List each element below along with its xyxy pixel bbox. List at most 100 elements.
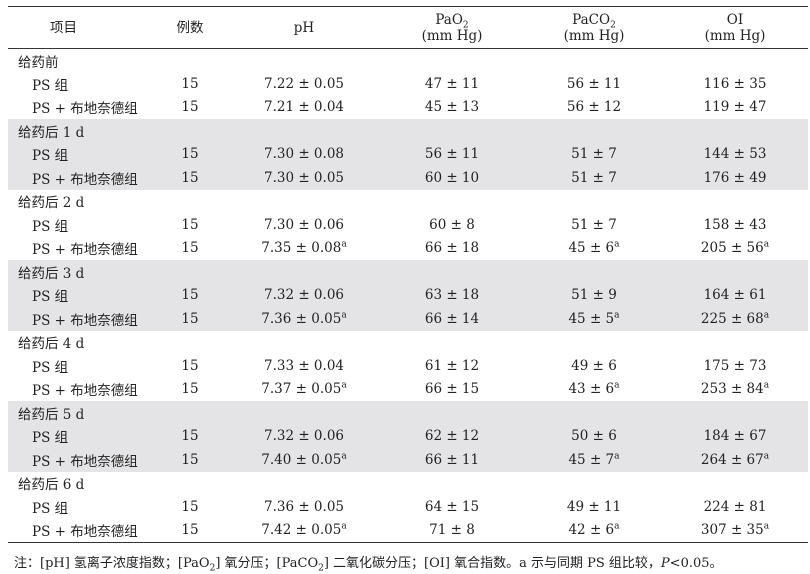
oi-cell-value: 225 ± 68 bbox=[700, 310, 764, 327]
ph-cell-value: 7.32 ± 0.06 bbox=[263, 428, 344, 445]
group-cell: PS 组 bbox=[8, 424, 150, 448]
group-cell: PS + 布地奈德组 bbox=[8, 519, 150, 543]
group-cell-value: PS 组 bbox=[32, 500, 69, 517]
pao2-cell: 71 ± 8 bbox=[378, 519, 526, 543]
paco2-cell-value: 45 ± 7 bbox=[568, 451, 615, 468]
paco2-cell: 56 ± 11 bbox=[526, 72, 662, 96]
group-cell-value: PS 组 bbox=[32, 289, 69, 306]
n-cell-value: 15 bbox=[181, 381, 199, 398]
section-title: 给药后 2 d bbox=[18, 195, 85, 212]
n-cell: 15 bbox=[150, 237, 230, 261]
ph-cell: 7.21 ± 0.04 bbox=[230, 96, 378, 120]
n-cell-value: 15 bbox=[181, 99, 199, 116]
ph-cell-value: 7.37 ± 0.05 bbox=[261, 381, 342, 398]
n-cell-value: 15 bbox=[181, 428, 199, 445]
header-oi: OI (mm Hg) bbox=[662, 7, 808, 49]
group-cell: PS + 布地奈德组 bbox=[8, 96, 150, 120]
header-pao2: PaO2 (mm Hg) bbox=[378, 7, 526, 49]
significance-mark: a bbox=[614, 239, 620, 250]
oi-cell-value: 264 ± 67 bbox=[700, 451, 764, 468]
oi-cell: 116 ± 35 bbox=[662, 72, 808, 96]
pao2-cell-value: 47 ± 11 bbox=[424, 75, 480, 92]
table-row: PS + 布地奈德组 15 7.42 ± 0.05a 71 ± 8 42 ± 6a 307… bbox=[8, 519, 808, 543]
header-pao2-label: PaO bbox=[435, 11, 463, 28]
pao2-cell: 56 ± 11 bbox=[378, 142, 526, 166]
ph-cell: 7.36 ± 0.05a bbox=[230, 307, 378, 331]
group-cell: PS + 布地奈德组 bbox=[8, 166, 150, 190]
pao2-cell-value: 64 ± 15 bbox=[424, 498, 480, 515]
table-row: PS + 布地奈德组 15 7.37 ± 0.05a 66 ± 15 43 ± 6a 25… bbox=[8, 378, 808, 402]
section-row: 给药后 5 d bbox=[8, 401, 808, 425]
paco2-cell-value: 56 ± 12 bbox=[566, 99, 622, 116]
oi-cell-value: 119 ± 47 bbox=[703, 99, 767, 116]
header-pao2-unit: (mm Hg) bbox=[421, 27, 483, 44]
oi-cell-value: 176 ± 49 bbox=[703, 169, 767, 186]
ph-cell: 7.30 ± 0.06 bbox=[230, 213, 378, 237]
n-cell-value: 15 bbox=[181, 287, 199, 304]
significance-mark: a bbox=[614, 310, 620, 321]
ph-cell: 7.37 ± 0.05a bbox=[230, 378, 378, 402]
pao2-cell-value: 56 ± 11 bbox=[424, 146, 480, 163]
pao2-cell: 66 ± 11 bbox=[378, 448, 526, 472]
paco2-cell: 43 ± 6a bbox=[526, 378, 662, 402]
oi-cell: 307 ± 35a bbox=[662, 519, 808, 543]
oi-cell: 158 ± 43 bbox=[662, 213, 808, 237]
ph-cell-value: 7.32 ± 0.06 bbox=[263, 287, 344, 304]
section-row: 给药后 4 d bbox=[8, 331, 808, 355]
section-title: 给药后 4 d bbox=[18, 336, 85, 353]
paco2-cell: 45 ± 6a bbox=[526, 237, 662, 261]
n-cell: 15 bbox=[150, 96, 230, 120]
data-table: 项目 例数 pH PaO2 (mm Hg) PaCO2 (mm Hg) OI (… bbox=[8, 6, 808, 543]
pao2-cell: 60 ± 8 bbox=[378, 213, 526, 237]
footnote-prefix: 注：[pH] 氢离子浓度指数；[PaO bbox=[14, 556, 210, 571]
footnote-suffix: <0.05。 bbox=[669, 556, 723, 571]
pao2-cell: 63 ± 18 bbox=[378, 283, 526, 307]
significance-mark: a bbox=[763, 451, 770, 462]
n-cell: 15 bbox=[150, 378, 230, 402]
n-cell-value: 15 bbox=[181, 146, 199, 163]
oi-cell-value: 164 ± 61 bbox=[703, 287, 767, 304]
significance-mark: a bbox=[763, 521, 770, 532]
ph-cell-value: 7.22 ± 0.05 bbox=[263, 75, 344, 92]
oi-cell: 205 ± 56a bbox=[662, 237, 808, 261]
group-cell: PS 组 bbox=[8, 142, 150, 166]
paco2-cell: 56 ± 12 bbox=[526, 96, 662, 120]
oi-cell: 175 ± 73 bbox=[662, 354, 808, 378]
ph-cell-value: 7.35 ± 0.08 bbox=[261, 240, 342, 257]
ph-cell: 7.32 ± 0.06 bbox=[230, 283, 378, 307]
n-cell-value: 15 bbox=[181, 169, 199, 186]
section-title: 给药后 5 d bbox=[8, 401, 808, 425]
group-cell-value: PS + 布地奈德组 bbox=[32, 101, 138, 118]
ph-cell: 7.22 ± 0.05 bbox=[230, 72, 378, 96]
section-title: 给药后 3 d bbox=[8, 260, 808, 284]
paco2-cell: 51 ± 9 bbox=[526, 283, 662, 307]
paco2-cell-value: 51 ± 7 bbox=[571, 216, 617, 233]
group-cell: PS 组 bbox=[8, 72, 150, 96]
pao2-cell-value: 63 ± 18 bbox=[424, 287, 480, 304]
group-cell: PS 组 bbox=[8, 283, 150, 307]
group-cell-value: PS 组 bbox=[32, 359, 69, 376]
ph-cell: 7.33 ± 0.04 bbox=[230, 354, 378, 378]
paco2-cell: 42 ± 6a bbox=[526, 519, 662, 543]
footnote-p-italic: P bbox=[660, 556, 670, 571]
n-cell: 15 bbox=[150, 354, 230, 378]
table-row: PS 组 15 7.30 ± 0.06 60 ± 8 51 ± 7 158 ± 43 bbox=[8, 213, 808, 237]
pao2-cell-value: 60 ± 10 bbox=[424, 169, 480, 186]
section-row: 给药前 bbox=[8, 49, 808, 73]
n-cell-value: 15 bbox=[181, 216, 199, 233]
header-paco2-unit: (mm Hg) bbox=[563, 27, 625, 44]
footnote-subscript-1: 2 bbox=[209, 563, 216, 574]
paco2-cell: 51 ± 7 bbox=[526, 142, 662, 166]
header-pao2-subscript: 2 bbox=[462, 20, 469, 31]
group-cell: PS 组 bbox=[8, 495, 150, 519]
ph-cell-value: 7.40 ± 0.05 bbox=[261, 451, 342, 468]
oi-cell-value: 144 ± 53 bbox=[703, 146, 767, 163]
group-cell: PS 组 bbox=[8, 213, 150, 237]
ph-cell-value: 7.33 ± 0.04 bbox=[263, 357, 344, 374]
n-cell-value: 15 bbox=[181, 310, 199, 327]
table-row: PS 组 15 7.30 ± 0.08 56 ± 11 51 ± 7 144 ± 53 bbox=[8, 142, 808, 166]
paco2-cell-value: 45 ± 6 bbox=[568, 240, 615, 257]
pao2-cell-value: 66 ± 14 bbox=[424, 310, 480, 327]
paco2-cell-value: 51 ± 9 bbox=[571, 287, 617, 304]
significance-mark: a bbox=[614, 380, 620, 391]
